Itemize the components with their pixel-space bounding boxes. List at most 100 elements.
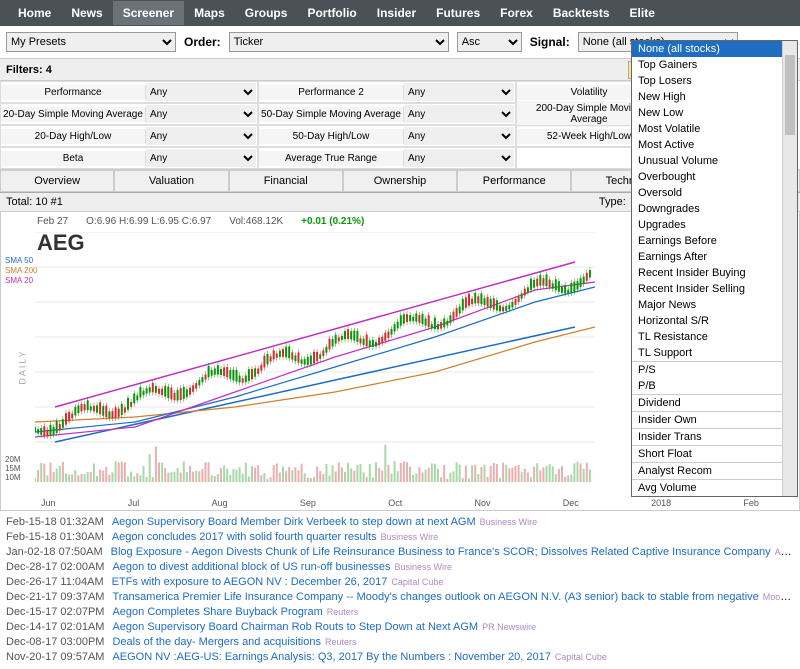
signal-option[interactable]: Analyst Recom [632,462,797,479]
news-timestamp: Dec-15-17 02:07PM [6,606,104,618]
dropdown-scrollbar[interactable] [782,41,797,496]
signal-option[interactable]: P/S [632,361,797,378]
signal-option[interactable]: Unusual Volume [632,153,797,169]
order-select[interactable]: Ticker [229,32,449,52]
signal-option[interactable]: Insider Own [632,411,797,428]
signal-option[interactable]: New Low [632,105,797,121]
signal-option[interactable]: Overbought [632,169,797,185]
news-headline[interactable]: Transamerica Premier Life Insurance Comp… [112,591,758,603]
news-row[interactable]: Dec-15-17 02:07PM Aegon Completes Share B… [6,605,794,620]
nav-news[interactable]: News [61,1,112,25]
news-headline[interactable]: Aegon Supervisory Board Chairman Rob Rou… [112,621,478,633]
filter-select[interactable]: Any [146,105,256,123]
news-source: PR Newswire [482,622,536,632]
news-row[interactable]: Jan-02-18 07:50AMBlog Exposure - Aegon D… [6,545,794,560]
filter-select[interactable]: Any [404,149,514,167]
news-row[interactable]: Nov-20-17 09:57AM AEGON NV :AEG-US: Earni… [6,650,794,665]
signal-option[interactable]: Major News [632,297,797,313]
news-row[interactable]: Feb-15-18 01:30AMAegon concludes 2017 wi… [6,530,794,545]
signal-option[interactable]: Downgrades [632,201,797,217]
news-row[interactable]: Dec-14-17 02:01AMAegon Supervisory Board… [6,620,794,635]
news-headline[interactable]: Aegon to divest additional block of US r… [112,561,390,573]
view-tab-ownership[interactable]: Ownership [343,170,457,192]
news-source: Business Wire [381,532,439,542]
signal-option[interactable]: Upgrades [632,217,797,233]
nav-portfolio[interactable]: Portfolio [297,1,366,25]
filter-select[interactable]: Any [146,149,256,167]
news-timestamp: Nov-20-17 09:57AM [6,651,104,663]
signal-option[interactable]: Top Gainers [632,57,797,73]
x-tick: Jun [41,498,56,508]
signal-option[interactable]: TL Support [632,345,797,361]
news-row[interactable]: Dec-26-17 11:04AM ETFs with exposure to A… [6,575,794,590]
presets-select[interactable]: My Presets [6,32,176,52]
view-tab-performance[interactable]: Performance [457,170,571,192]
signal-option[interactable]: Short Float [632,445,797,462]
nav-forex[interactable]: Forex [490,1,543,25]
filter-select[interactable]: Any [404,127,514,145]
signal-option[interactable]: TL Resistance [632,329,797,345]
nav-backtests[interactable]: Backtests [543,1,620,25]
news-source: Moody's [763,592,794,602]
signal-option[interactable]: None (all stocks) [632,41,797,57]
filter-label: 20-Day High/Low [1,129,146,144]
signal-option[interactable]: Top Losers [632,73,797,89]
nav-maps[interactable]: Maps [184,1,235,25]
news-headline[interactable]: AEGON NV :AEG-US: Earnings Analysis: Q3,… [112,651,550,663]
signal-option[interactable]: Insider Trans [632,428,797,445]
x-tick: Dec [563,498,579,508]
news-headline[interactable]: Aegon Completes Share Buyback Program [112,606,322,618]
signal-dropdown[interactable]: None (all stocks)Top GainersTop LosersNe… [631,40,798,497]
news-headline[interactable]: ETFs with exposure to AEGON NV : Decembe… [112,576,388,588]
vol-tick: 20M [5,455,21,464]
signal-option[interactable]: Horizontal S/R [632,313,797,329]
signal-option[interactable]: Avg Volume [632,479,797,496]
nav-screener[interactable]: Screener [113,1,184,25]
news-row[interactable]: Dec-08-17 03:00PM Deals of the day- Merge… [6,635,794,650]
news-headline[interactable]: Aegon Supervisory Board Member Dirk Verb… [112,516,476,528]
nav-futures[interactable]: Futures [426,1,490,25]
signal-option[interactable]: Recent Insider Selling [632,281,797,297]
filter-select[interactable]: Any [404,83,514,101]
news-timestamp: Dec-26-17 11:04AM [6,576,104,588]
signal-option[interactable]: Earnings After [632,249,797,265]
news-timestamp: Dec-08-17 03:00PM [6,636,104,648]
news-timestamp: Dec-21-17 09:37AM [6,591,104,603]
news-row[interactable]: Dec-28-17 02:00AMAegon to divest additio… [6,560,794,575]
daily-label: DAILY [18,349,28,384]
news-row[interactable]: Dec-21-17 09:37AM Transamerica Premier Li… [6,590,794,605]
view-tab-financial[interactable]: Financial [229,170,343,192]
order-label: Order: [184,35,221,49]
news-source: Business Wire [480,517,538,527]
filter-select[interactable]: Any [146,83,256,101]
signal-option[interactable]: Most Active [632,137,797,153]
view-tab-valuation[interactable]: Valuation [114,170,228,192]
news-headline[interactable]: Deals of the day- Mergers and acquisitio… [112,636,321,648]
signal-option[interactable]: P/B [632,378,797,394]
signal-option[interactable]: New High [632,89,797,105]
chart-date: Feb 27 [37,216,68,227]
nav-home[interactable]: Home [8,1,61,25]
signal-option[interactable]: Earnings Before [632,233,797,249]
x-tick: Aug [212,498,228,508]
filter-select[interactable]: Any [146,127,256,145]
news-row[interactable]: Feb-15-18 01:32AM Aegon Supervisory Board… [6,515,794,530]
x-tick: Oct [388,498,402,508]
filter-select[interactable]: Any [404,105,514,123]
vol-tick: 10M [5,473,21,482]
signal-option[interactable]: Oversold [632,185,797,201]
signal-option[interactable]: Dividend [632,394,797,411]
signal-option[interactable]: Most Volatile [632,121,797,137]
nav-insider[interactable]: Insider [367,1,426,25]
direction-select[interactable]: Asc [457,32,522,52]
view-tab-overview[interactable]: Overview [0,170,114,192]
news-timestamp: Feb-15-18 01:32AM [6,516,104,528]
nav-elite[interactable]: Elite [620,1,665,25]
nav-groups[interactable]: Groups [235,1,298,25]
news-headline[interactable]: Aegon concludes 2017 with solid fourth q… [112,531,377,543]
chart-svg [35,232,595,492]
news-headline[interactable]: Blog Exposure - Aegon Divests Chunk of L… [111,546,771,558]
news-list: Feb-15-18 01:32AM Aegon Supervisory Board… [0,511,800,669]
signal-option[interactable]: Recent Insider Buying [632,265,797,281]
filter-label: 20-Day Simple Moving Average [1,107,146,122]
